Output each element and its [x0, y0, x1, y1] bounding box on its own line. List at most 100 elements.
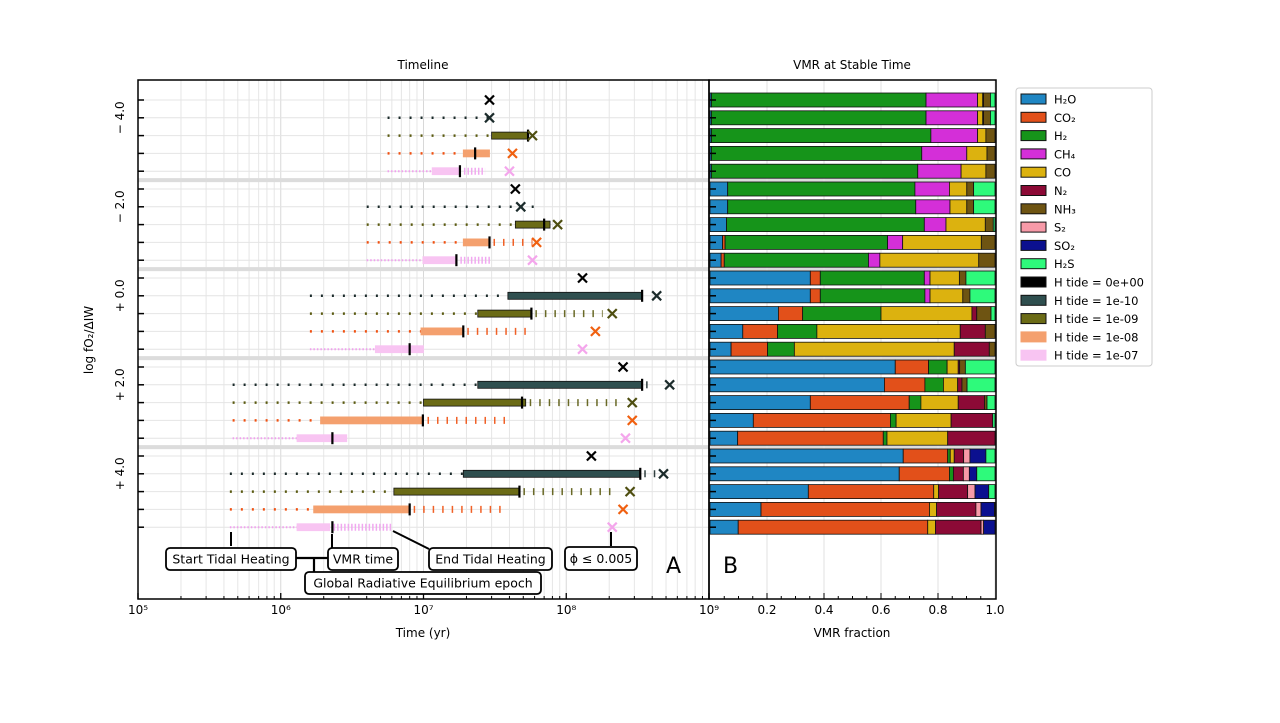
vmr-bar-co [977, 92, 984, 108]
legend-swatch [1020, 203, 1047, 215]
vmr-bar-h2 [819, 288, 926, 304]
vmr-bar-h2 [882, 430, 888, 446]
vmr-bar-nh3 [986, 145, 996, 161]
vmr-bar-h2o [709, 466, 900, 482]
phi-marker [504, 165, 515, 177]
vmr-bar-h2 [726, 217, 925, 233]
vmr-bar-n2 [957, 395, 985, 411]
radiative-equilibrium-bar [514, 220, 551, 229]
timeline-ylabel: log fO₂/ΔIW [82, 306, 96, 374]
radiative-equilibrium-bar [296, 434, 348, 443]
legend-swatch [1020, 349, 1047, 361]
vmr-bar-co2 [752, 412, 891, 428]
vmr-bar-h2s [969, 288, 996, 304]
phi-marker [606, 308, 618, 319]
vmr-bar-s2 [963, 448, 971, 464]
vmr-bar-ch4 [915, 199, 951, 215]
vmr-bar-h2o [709, 377, 885, 393]
vmr-bar-co2 [894, 359, 929, 375]
vmr-bar-h2 [819, 270, 925, 286]
vmr-bar-ch4 [925, 110, 979, 126]
vmr-bar-nh3 [976, 306, 992, 322]
vmr-bar-h2 [767, 341, 795, 357]
vmr-bar-n2 [950, 412, 994, 428]
vmr-bar-co [929, 270, 960, 286]
x-tick-label: 0.6 [871, 603, 890, 617]
vmr-title: VMR at Stable Time [793, 58, 911, 72]
vmr-time-box [327, 547, 399, 571]
vmr-panel: 0.2 0.4 0.6 0.8 1.0 [708, 79, 1005, 617]
start-tidal-heating-box [165, 547, 297, 571]
radiative-equilibrium-bar [462, 469, 641, 478]
legend-swatch [1020, 166, 1047, 178]
legend-swatch [1020, 239, 1047, 251]
vmr-bar-n2 [936, 501, 977, 517]
y-tick-label: − 2.0 [113, 190, 127, 223]
vmr-bar-nh3 [985, 128, 996, 144]
panel-label-b: B [723, 554, 738, 579]
phi-marker [484, 112, 495, 124]
vmr-bar-n2 [959, 323, 986, 339]
vmr-bar-h2 [908, 395, 922, 411]
legend-swatch [1020, 221, 1047, 233]
legend-swatch [1020, 93, 1047, 105]
legend: H₂O CO₂ H₂ CH₄ CO N₂ NH₃ S₂ SO₂ H₂S H tide = 0e+00… [1015, 87, 1153, 367]
vmr-bar-co2 [720, 252, 725, 268]
vmr-bar-co2 [902, 448, 949, 464]
vmr-bar-h2 [949, 466, 954, 482]
legend-label: H tide = 1e-10 [1054, 294, 1139, 308]
x-tick-label: 10⁹ [699, 603, 719, 617]
vmr-bar-nh3 [984, 323, 996, 339]
x-tick-label: 10⁸ [556, 603, 576, 617]
phi-marker [531, 237, 542, 248]
legend-label: S₂ [1054, 221, 1066, 235]
vmr-bar-n2 [957, 377, 963, 393]
radiative-equilibrium-bar [477, 309, 532, 318]
vmr-bar-h2 [711, 110, 927, 126]
radiative-equilibrium-bar [420, 327, 464, 336]
radiative-equilibrium-bar [313, 505, 411, 514]
phi-marker [577, 272, 588, 284]
vmr-bar-ch4 [868, 252, 881, 268]
vmr-bar-so2 [969, 448, 987, 464]
vmr-bar-h2o [709, 288, 811, 304]
vmr-time-label: VMR time [333, 552, 394, 567]
phi-threshold-box [564, 546, 638, 571]
legend-swatch [1020, 148, 1047, 160]
phi-marker [664, 379, 675, 391]
vmr-bar-h2o [709, 448, 904, 464]
legend-swatch [1020, 111, 1047, 123]
global-radiative-equilibrium-label: Global Radiative Equilibrium epoch [313, 576, 532, 591]
vmr-bar-n2 [971, 306, 978, 322]
vmr-bar-ch4 [923, 217, 947, 233]
vmr-bar-co2 [737, 430, 884, 446]
vmr-bar-co [949, 199, 968, 215]
vmr-bar-h2 [723, 252, 869, 268]
vmr-bar-ch4 [921, 145, 968, 161]
x-tick-label: 0.8 [928, 603, 947, 617]
phi-marker [515, 201, 527, 213]
phi-marker [626, 397, 638, 408]
vmr-bar-h2 [727, 199, 917, 215]
vmr-bar-so2 [983, 519, 996, 535]
vmr-bar-h2s [973, 181, 996, 197]
global-radiative-equilibrium-box [304, 571, 542, 595]
phi-threshold-label: ϕ ≤ 0.005 [570, 551, 632, 566]
radiative-equilibrium-bar [431, 167, 461, 176]
legend-swatch [1020, 331, 1047, 343]
vmr-bar-h2s [964, 359, 996, 375]
vmr-bar-h2s [988, 484, 996, 500]
vmr-bar-co [895, 412, 952, 428]
vmr-bar-h2s [990, 92, 996, 108]
vmr-bar-n2 [953, 448, 965, 464]
phi-marker [484, 94, 495, 106]
vmr-bar-nh3 [978, 252, 996, 268]
vmr-bar-h2o [709, 359, 896, 375]
vmr-bar-co2 [760, 501, 930, 517]
vmr-bar-so2 [968, 466, 978, 482]
radiative-equilibrium-bar [462, 238, 490, 247]
vmr-bar-h2s [965, 270, 996, 286]
vmr-bar-co [929, 501, 937, 517]
vmr-bar-nh3 [966, 199, 975, 215]
radiative-equilibrium-bar [423, 398, 527, 407]
